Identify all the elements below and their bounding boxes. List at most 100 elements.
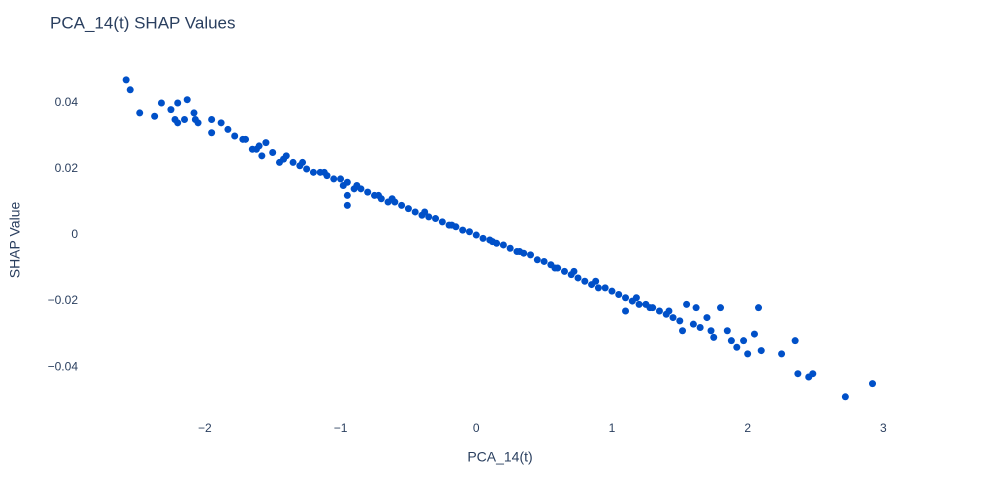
scatter-point bbox=[791, 337, 799, 345]
scatter-point bbox=[343, 178, 351, 186]
scatter-point bbox=[592, 277, 600, 285]
scatter-point bbox=[601, 284, 609, 292]
scatter-point bbox=[655, 307, 663, 315]
scatter-point bbox=[540, 257, 548, 265]
scatter-point bbox=[190, 109, 198, 117]
scatter-point bbox=[208, 129, 216, 137]
scatter-point bbox=[669, 314, 677, 322]
x-tick-label: −2 bbox=[198, 421, 212, 435]
y-tick-label: 0 bbox=[71, 227, 78, 241]
scatter-point bbox=[303, 165, 311, 173]
scatter-point bbox=[174, 99, 182, 107]
chart-title: PCA_14(t) SHAP Values bbox=[50, 13, 236, 32]
scatter-point bbox=[723, 327, 731, 335]
scatter-point bbox=[411, 208, 419, 216]
scatter-point bbox=[489, 238, 497, 246]
scatter-point bbox=[733, 343, 741, 351]
scatter-point bbox=[696, 323, 704, 331]
scatter-point bbox=[778, 350, 786, 358]
scatter-point bbox=[551, 264, 559, 272]
scatter-point bbox=[174, 119, 182, 127]
scatter-point bbox=[337, 175, 345, 183]
scatter-point bbox=[309, 168, 317, 176]
scatter-point bbox=[262, 139, 270, 147]
scatter-point bbox=[479, 234, 487, 242]
scatter-point bbox=[217, 119, 225, 127]
scatter-point bbox=[809, 370, 817, 378]
scatter-point bbox=[683, 300, 691, 308]
scatter-point bbox=[194, 119, 202, 127]
y-tick-label: 0.02 bbox=[55, 161, 79, 175]
scatter-point bbox=[727, 337, 735, 345]
scatter-point bbox=[180, 116, 188, 124]
y-axis-title: SHAP Value bbox=[7, 202, 23, 279]
scatter-point bbox=[703, 314, 711, 322]
scatter-point bbox=[364, 188, 372, 196]
y-tick-label: 0.04 bbox=[55, 95, 79, 109]
scatter-point bbox=[136, 109, 144, 117]
scatter-point bbox=[425, 213, 433, 221]
scatter-point bbox=[710, 333, 718, 341]
scatter-point bbox=[594, 284, 602, 292]
x-tick-label: 3 bbox=[880, 421, 887, 435]
scatter-point bbox=[622, 294, 630, 302]
scatter-point bbox=[744, 350, 752, 358]
scatter-point bbox=[679, 327, 687, 335]
x-tick-label: −1 bbox=[334, 421, 348, 435]
scatter-point bbox=[646, 304, 654, 312]
scatter-point bbox=[224, 125, 232, 133]
x-tick-label: 0 bbox=[473, 421, 480, 435]
scatter-point bbox=[269, 149, 277, 157]
scatter-point bbox=[151, 112, 159, 120]
scatter-point bbox=[560, 267, 568, 275]
scatter-point bbox=[448, 221, 456, 229]
x-tick-label: 1 bbox=[609, 421, 616, 435]
scatter-point bbox=[581, 277, 589, 285]
scatter-point bbox=[635, 300, 643, 308]
scatter-point bbox=[570, 267, 578, 275]
scatter-point bbox=[755, 304, 763, 312]
scatter-point bbox=[717, 304, 725, 312]
scatter-point bbox=[343, 201, 351, 209]
scatter-point bbox=[869, 380, 877, 388]
scatter-point bbox=[183, 96, 191, 104]
scatter-point bbox=[506, 244, 514, 252]
scatter-point bbox=[299, 158, 307, 166]
scatter-point bbox=[740, 337, 748, 345]
scatter-point bbox=[343, 191, 351, 199]
scatter-point bbox=[665, 307, 673, 315]
scatter-point bbox=[432, 215, 440, 223]
scatter-point bbox=[330, 175, 338, 183]
scatter-point bbox=[126, 86, 134, 94]
scatter-point bbox=[353, 182, 361, 190]
scatter-point bbox=[622, 307, 630, 315]
scatter-point bbox=[157, 99, 165, 107]
scatter-point bbox=[388, 195, 396, 203]
scatter-point bbox=[794, 370, 802, 378]
scatter-point bbox=[574, 274, 582, 282]
scatter-point bbox=[438, 218, 446, 226]
scatter-point bbox=[615, 290, 623, 298]
scatter-point bbox=[167, 106, 175, 114]
scatter-point bbox=[516, 248, 524, 256]
scatter-point bbox=[404, 205, 412, 213]
scatter-point bbox=[608, 287, 616, 295]
y-tick-label: −0.02 bbox=[48, 293, 79, 307]
scatter-point bbox=[398, 201, 406, 209]
scatter-point bbox=[208, 116, 216, 124]
x-tick-label: 2 bbox=[744, 421, 751, 435]
scatter-point bbox=[231, 132, 239, 140]
scatter-point bbox=[320, 168, 328, 176]
scatter-point bbox=[421, 208, 429, 216]
scatter-point bbox=[632, 294, 640, 302]
scatter-point bbox=[459, 226, 467, 234]
scatter-point bbox=[242, 135, 250, 143]
scatter-point bbox=[472, 231, 480, 239]
scatter-point bbox=[689, 320, 697, 328]
scatter-point bbox=[280, 155, 288, 163]
y-tick-label: −0.04 bbox=[48, 359, 79, 373]
scatter-point bbox=[499, 241, 507, 249]
scatter-point bbox=[750, 330, 758, 338]
